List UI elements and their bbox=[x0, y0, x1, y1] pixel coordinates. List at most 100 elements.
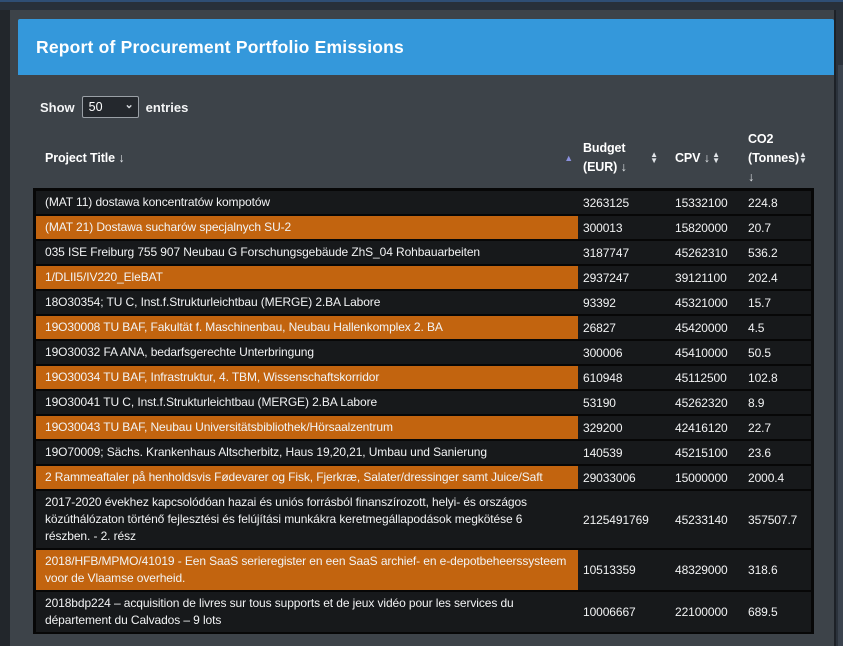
cpv-cell: 39121100 bbox=[675, 270, 727, 285]
budget-cell: 10513359 bbox=[583, 563, 636, 577]
table-row[interactable]: 19O30032 FA ANA, bedarfsgerechte Unterbr… bbox=[36, 341, 811, 366]
co2-cell: 689.5 bbox=[748, 605, 778, 619]
cpv-cell: 45233140 bbox=[675, 512, 728, 527]
table-row[interactable]: (MAT 11) dostawa koncentratów kompotów 32… bbox=[36, 191, 811, 216]
column-header-cpv[interactable]: CPV ↓ ▲ ▼ bbox=[670, 128, 744, 188]
column-header-project-title[interactable]: Project Title ↓ ▲ bbox=[33, 128, 578, 188]
column-label: CO2 (Tonnes) bbox=[748, 131, 800, 165]
window-top-strip bbox=[0, 0, 843, 10]
co2-cell: 8.9 bbox=[748, 395, 765, 410]
page-left-gutter bbox=[0, 10, 10, 646]
table-row[interactable]: 2017-2020 évekhez kapcsolódóan hazai és … bbox=[36, 491, 811, 550]
report-card: Report of Procurement Portfolio Emission… bbox=[10, 10, 834, 646]
sort-both-icon[interactable]: ▲ ▼ bbox=[650, 149, 658, 165]
cpv-cell: 15820000 bbox=[675, 220, 728, 235]
column-header-budget[interactable]: Budget (EUR) ↓ ▲ ▼ bbox=[578, 128, 670, 188]
project-title-cell: 2018bdp224 – acquisition de livres sur t… bbox=[45, 596, 514, 627]
co2-cell: 23.6 bbox=[748, 445, 771, 460]
project-title-cell: 2 Rammeaftaler på henholdsvis Fødevarer … bbox=[36, 466, 578, 489]
project-title-cell: (MAT 11) dostawa koncentratów kompotów bbox=[45, 195, 270, 209]
table-row[interactable]: 2018/HFB/MPMO/41019 - Een SaaS serieregi… bbox=[36, 550, 811, 592]
table-row[interactable]: 035 ISE Freiburg 755 907 Neubau G Forsch… bbox=[36, 241, 811, 266]
entries-label: entries bbox=[145, 99, 189, 115]
project-title-cell: (MAT 21) Dostawa sucharów specjalnych SU… bbox=[36, 216, 578, 239]
budget-cell: 140539 bbox=[583, 445, 623, 460]
budget-cell: 300013 bbox=[583, 220, 623, 235]
budget-cell: 26827 bbox=[583, 320, 616, 335]
report-header-bar: Report of Procurement Portfolio Emission… bbox=[18, 19, 834, 75]
column-label: Project Title bbox=[45, 150, 116, 165]
budget-cell: 3263125 bbox=[583, 195, 630, 210]
cpv-cell: 45112500 bbox=[675, 370, 727, 385]
budget-cell: 10006667 bbox=[583, 605, 636, 619]
co2-cell: 22.7 bbox=[748, 420, 771, 435]
table-body: (MAT 11) dostawa koncentratów kompotów 32… bbox=[33, 188, 814, 634]
page-scrollbar[interactable] bbox=[834, 10, 843, 646]
budget-cell: 2125491769 bbox=[583, 512, 649, 527]
co2-cell: 536.2 bbox=[748, 245, 778, 260]
column-label: CPV bbox=[675, 150, 701, 165]
sort-down-arrow-icon: ↓ bbox=[703, 150, 710, 165]
budget-cell: 29033006 bbox=[583, 470, 636, 485]
budget-cell: 329200 bbox=[583, 420, 623, 435]
cpv-cell: 42416120 bbox=[675, 420, 728, 435]
budget-cell: 53190 bbox=[583, 395, 616, 410]
column-label: Budget (EUR) bbox=[583, 141, 626, 174]
budget-cell: 610948 bbox=[583, 370, 623, 385]
project-title-cell: 1/DLII5/IV220_EleBAT bbox=[36, 266, 578, 289]
table-row[interactable]: 2018bdp224 – acquisition de livres sur t… bbox=[36, 592, 811, 634]
table-row[interactable]: 19O30034 TU BAF, Infrastruktur, 4. TBM, … bbox=[36, 366, 811, 391]
table-row[interactable]: 19O70009; Sächs. Krankenhaus Altscherbit… bbox=[36, 441, 811, 466]
project-title-cell: 19O30008 TU BAF, Fakultät f. Maschinenba… bbox=[36, 316, 578, 339]
table-row[interactable]: 19O30008 TU BAF, Fakultät f. Maschinenba… bbox=[36, 316, 811, 341]
table-row[interactable]: 2 Rammeaftaler på henholdsvis Fødevarer … bbox=[36, 466, 811, 491]
co2-cell: 20.7 bbox=[748, 220, 771, 235]
project-title-cell: 2017-2020 évekhez kapcsolódóan hazai és … bbox=[45, 495, 527, 543]
show-label: Show bbox=[40, 99, 75, 115]
project-title-cell: 035 ISE Freiburg 755 907 Neubau G Forsch… bbox=[45, 245, 481, 259]
sort-down-arrow-icon: ↓ bbox=[620, 160, 627, 174]
co2-cell: 224.8 bbox=[748, 195, 778, 210]
co2-cell: 4.5 bbox=[748, 320, 765, 335]
project-title-cell: 19O30043 TU BAF, Neubau Universitätsbibl… bbox=[36, 416, 578, 439]
sort-down-arrow-icon: ↓ bbox=[118, 150, 125, 165]
cpv-cell: 45321000 bbox=[675, 295, 728, 310]
project-title-cell: 19O30034 TU BAF, Infrastruktur, 4. TBM, … bbox=[36, 366, 578, 389]
sort-down-arrow-icon: ↓ bbox=[748, 169, 755, 184]
co2-cell: 357507.7 bbox=[748, 512, 798, 527]
cpv-cell: 45262310 bbox=[675, 245, 728, 260]
cpv-cell: 15000000 bbox=[675, 470, 728, 485]
table-header-row: Project Title ↓ ▲ Budget (EUR) ↓ ▲ ▼ CPV … bbox=[33, 128, 814, 188]
table-row[interactable]: 19O30041 TU C, Inst.f.Strukturleichtbau … bbox=[36, 391, 811, 416]
table-row[interactable]: 1/DLII5/IV220_EleBAT 2937247 39121100 202.4 bbox=[36, 266, 811, 291]
sort-both-icon[interactable]: ▲ ▼ bbox=[799, 150, 807, 165]
page-size-select-wrap: 50 ⌄ bbox=[81, 96, 139, 118]
co2-cell: 15.7 bbox=[748, 295, 771, 310]
cpv-cell: 48329000 bbox=[675, 563, 728, 577]
co2-cell: 2000.4 bbox=[748, 470, 785, 485]
budget-cell: 2937247 bbox=[583, 270, 630, 285]
sort-both-icon[interactable]: ▲ ▼ bbox=[712, 149, 720, 165]
budget-cell: 93392 bbox=[583, 295, 616, 310]
length-control: Show 50 ⌄ entries bbox=[40, 96, 814, 118]
project-title-cell: 2018/HFB/MPMO/41019 - Een SaaS serieregi… bbox=[36, 550, 578, 590]
table-row[interactable]: (MAT 21) Dostawa sucharów specjalnych SU… bbox=[36, 216, 811, 241]
cpv-cell: 15332100 bbox=[675, 195, 728, 210]
emissions-table: Project Title ↓ ▲ Budget (EUR) ↓ ▲ ▼ CPV … bbox=[33, 128, 814, 634]
sort-ascending-active-icon[interactable]: ▲ bbox=[564, 152, 573, 163]
sort-asc-glyph: ▲ bbox=[712, 149, 720, 159]
scrollbar-thumb[interactable] bbox=[838, 65, 843, 646]
column-header-co2[interactable]: CO2 (Tonnes) ↓ ▲ ▼ bbox=[744, 128, 814, 188]
table-row[interactable]: 18O30354; TU C, Inst.f.Strukturleichtbau… bbox=[36, 291, 811, 316]
sort-asc-glyph: ▲ bbox=[650, 149, 658, 159]
cpv-cell: 22100000 bbox=[675, 605, 728, 619]
table-row[interactable]: 19O30043 TU BAF, Neubau Universitätsbibl… bbox=[36, 416, 811, 441]
cpv-cell: 45215100 bbox=[675, 445, 728, 460]
page-size-select[interactable]: 50 bbox=[81, 96, 139, 118]
budget-cell: 300006 bbox=[583, 345, 623, 360]
cpv-cell: 45420000 bbox=[675, 320, 728, 335]
cpv-cell: 45410000 bbox=[675, 345, 728, 360]
co2-cell: 202.4 bbox=[748, 270, 778, 285]
co2-cell: 318.6 bbox=[748, 563, 778, 577]
budget-cell: 3187747 bbox=[583, 245, 630, 260]
